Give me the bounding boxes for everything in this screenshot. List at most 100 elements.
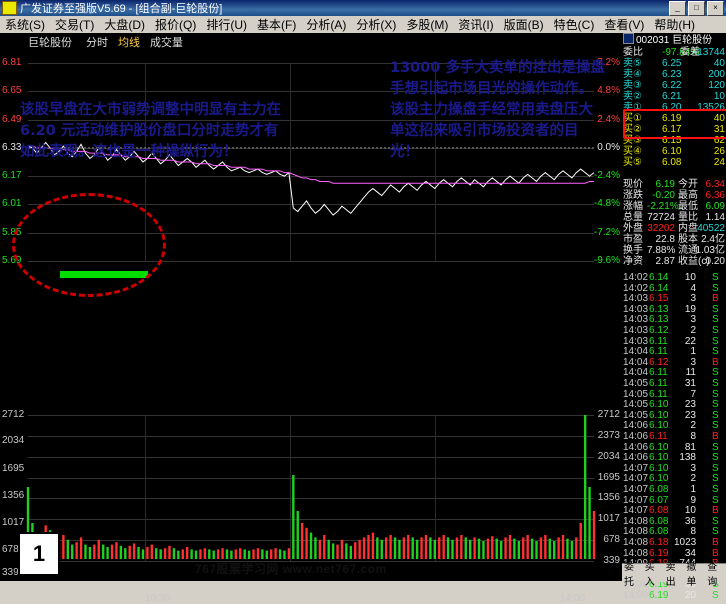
tick-row[interactable]: 14:03 6.12 2 S [622, 325, 726, 337]
tab-stock-name[interactable]: 巨轮股份 [28, 37, 72, 49]
volume-bar [181, 549, 184, 559]
orderbook-row[interactable]: 卖③ 6.22 120 [622, 80, 726, 91]
volume-bar [575, 537, 578, 559]
orderbook-row[interactable]: 买② 6.17 31 [622, 124, 726, 135]
tick-flag: S [712, 325, 719, 336]
tick-row[interactable]: 14:02 6.14 4 S [622, 283, 726, 295]
tab-fenshi[interactable]: 分时 [86, 37, 108, 49]
menu-item-5[interactable]: 基本(F) [257, 18, 297, 32]
tick-row[interactable]: 14:08 6.19 34 B [622, 547, 726, 560]
volume-bar [455, 537, 459, 559]
menu-item-10[interactable]: 版面(B) [503, 18, 544, 32]
tab-volume[interactable]: 成交量 [150, 37, 183, 49]
menu-item-11[interactable]: 特色(C) [553, 18, 595, 32]
tick-row[interactable]: 14:07 6.07 9 S [622, 494, 726, 507]
close-button[interactable]: × [707, 0, 724, 16]
menu-item-4[interactable]: 排行(U) [206, 18, 247, 32]
tick-price: 6.10 [649, 409, 669, 421]
menu-item-0[interactable]: 系统(S) [5, 18, 45, 32]
volume-gridline [28, 519, 594, 521]
volume-tick-right: 2712 [597, 409, 620, 420]
tick-row[interactable]: 14:05 6.11 7 S [622, 388, 726, 401]
menu-item-6[interactable]: 分析(A) [306, 18, 347, 32]
trade-button-卖出[interactable]: 卖出 [665, 562, 676, 588]
menu-item-2[interactable]: 大盘(D) [104, 18, 145, 32]
volume-bar [539, 537, 543, 559]
tick-flag: S [712, 494, 719, 506]
tick-row[interactable]: 14:07 6.10 3 S [622, 463, 726, 475]
menu-item-12[interactable]: 查看(V) [604, 18, 645, 32]
tick-row[interactable]: 14:06 6.10 2 S [622, 421, 726, 432]
menu-item-9[interactable]: 资讯(I) [458, 18, 494, 32]
tick-flag: B [712, 537, 719, 548]
quote-panel[interactable]: 002031 巨轮股份 委比 -97.84% 委差 -13744 卖⑤ 6.25 40 卖④ 6… [622, 33, 726, 601]
orderbook-row[interactable]: 买① 6.19 40 [622, 113, 726, 124]
menu-item-8[interactable]: 多股(M) [406, 18, 449, 32]
orderbook-row[interactable]: 卖② 6.21 10 [622, 91, 726, 102]
trade-button-查询[interactable]: 查询 [707, 562, 718, 588]
tick-row[interactable]: 14:02 6.14 10 S [622, 272, 726, 284]
menu-item-7[interactable]: 分析(X) [356, 18, 397, 32]
menu-item-1[interactable]: 交易(T) [55, 18, 95, 32]
menu-item-13[interactable]: 帮助(H) [654, 18, 695, 32]
tick-row[interactable]: 14:06 6.10 138 S [622, 453, 726, 464]
orderbook-row[interactable]: 卖④ 6.23 200 [622, 69, 726, 80]
volume-bar [159, 549, 162, 559]
window-controls[interactable]: _ □ × [669, 0, 724, 16]
orderbook-row[interactable]: 买③ 6.15 62 [622, 135, 726, 146]
tick-row[interactable]: 14:05 6.10 23 S [622, 409, 726, 422]
orderbook-row[interactable]: 卖⑤ 6.25 40 [622, 58, 726, 69]
tick-row[interactable]: 14:07 6.08 1 S [622, 484, 726, 496]
tick-row[interactable]: 14:08 6.08 36 S [622, 516, 726, 528]
tick-time: 14:04 [623, 367, 649, 379]
maximize-button[interactable]: □ [688, 0, 705, 16]
orderbook-row[interactable]: 买⑤ 6.08 24 [622, 157, 726, 168]
stat-value2: 6.34 [705, 179, 725, 190]
tick-volume: 23 [684, 409, 696, 421]
orderbook-value: 26 [713, 146, 725, 157]
tick-row[interactable]: 14:03 6.11 22 S [622, 335, 726, 348]
tick-row[interactable]: 14:03 6.13 3 S [622, 315, 726, 326]
tick-row[interactable]: 14:05 6.10 23 S [622, 400, 726, 411]
stat-value: 22.8 [655, 234, 675, 245]
trade-button-买入[interactable]: 买入 [644, 562, 655, 588]
intraday-chart-panel[interactable]: 巨轮股份 分时 均线 成交量 6.81 6.65 6.49 6.33 6.17 6.01 5… [0, 33, 622, 604]
orderbook-row[interactable]: 卖① 6.20 13526 [622, 102, 726, 113]
tick-row[interactable]: 14:04 6.12 3 B [622, 357, 726, 369]
tick-row[interactable]: 14:08 6.08 8 S [622, 527, 726, 538]
tick-time: 14:08 [623, 537, 649, 548]
tick-row[interactable]: 14:07 6.10 2 S [622, 474, 726, 485]
tick-row[interactable]: 14:06 6.10 81 S [622, 442, 726, 454]
tick-row[interactable]: 14:06 6.11 8 B [622, 431, 726, 443]
chart-tab-strip[interactable]: 巨轮股份 分时 均线 成交量 [0, 33, 622, 49]
menu-bar[interactable]: 系统(S) 交易(T) 大盘(D) 报价(Q) 排行(U) 基本(F) 分析(A) 分析(X)… [0, 16, 726, 34]
trade-button-委托[interactable]: 委托 [624, 562, 634, 588]
orderbook-label: 卖③ [623, 80, 642, 91]
tick-row[interactable]: 14:08 6.18 1023 B [622, 537, 726, 549]
orderbook-row[interactable]: 买④ 6.10 26 [622, 146, 726, 157]
orderbook-row[interactable]: 委比 -97.84% 委差 -13744 [622, 47, 726, 58]
percent-tick-label: 4.8% [597, 85, 620, 97]
tick-row[interactable]: 14:04 6.11 1 S [622, 347, 726, 358]
volume-tick-left: 2712 [2, 409, 25, 420]
stat-label: 现价 [623, 179, 643, 190]
volume-bar [561, 535, 565, 559]
tick-row[interactable]: 14:07 6.08 10 B [622, 506, 726, 517]
tick-row[interactable]: 14:05 6.11 31 S [622, 378, 726, 390]
minimize-button[interactable]: _ [669, 0, 686, 16]
volume-bar [354, 542, 357, 559]
tick-row[interactable]: 14:03 6.13 19 S [622, 304, 726, 316]
orderbook-label: 买① [623, 113, 642, 124]
menu-item-3[interactable]: 报价(Q) [155, 18, 197, 32]
tick-row[interactable]: 14:09 6.19 20 S [622, 590, 726, 602]
tick-row[interactable]: 14:03 6.15 3 B [622, 294, 726, 305]
tick-volume: 34 [684, 547, 696, 559]
tick-time: 14:05 [623, 388, 649, 400]
volume-bar [442, 535, 445, 559]
volume-bar [97, 539, 100, 559]
trade-toolbar[interactable]: 委托 买入 卖出 撤单 查询 [622, 562, 726, 588]
tick-time: 14:03 [623, 335, 649, 347]
tick-row[interactable]: 14:04 6.11 11 S [622, 368, 726, 379]
trade-button-撤单[interactable]: 撤单 [686, 562, 697, 588]
tab-junxian[interactable]: 均线 [118, 37, 140, 49]
